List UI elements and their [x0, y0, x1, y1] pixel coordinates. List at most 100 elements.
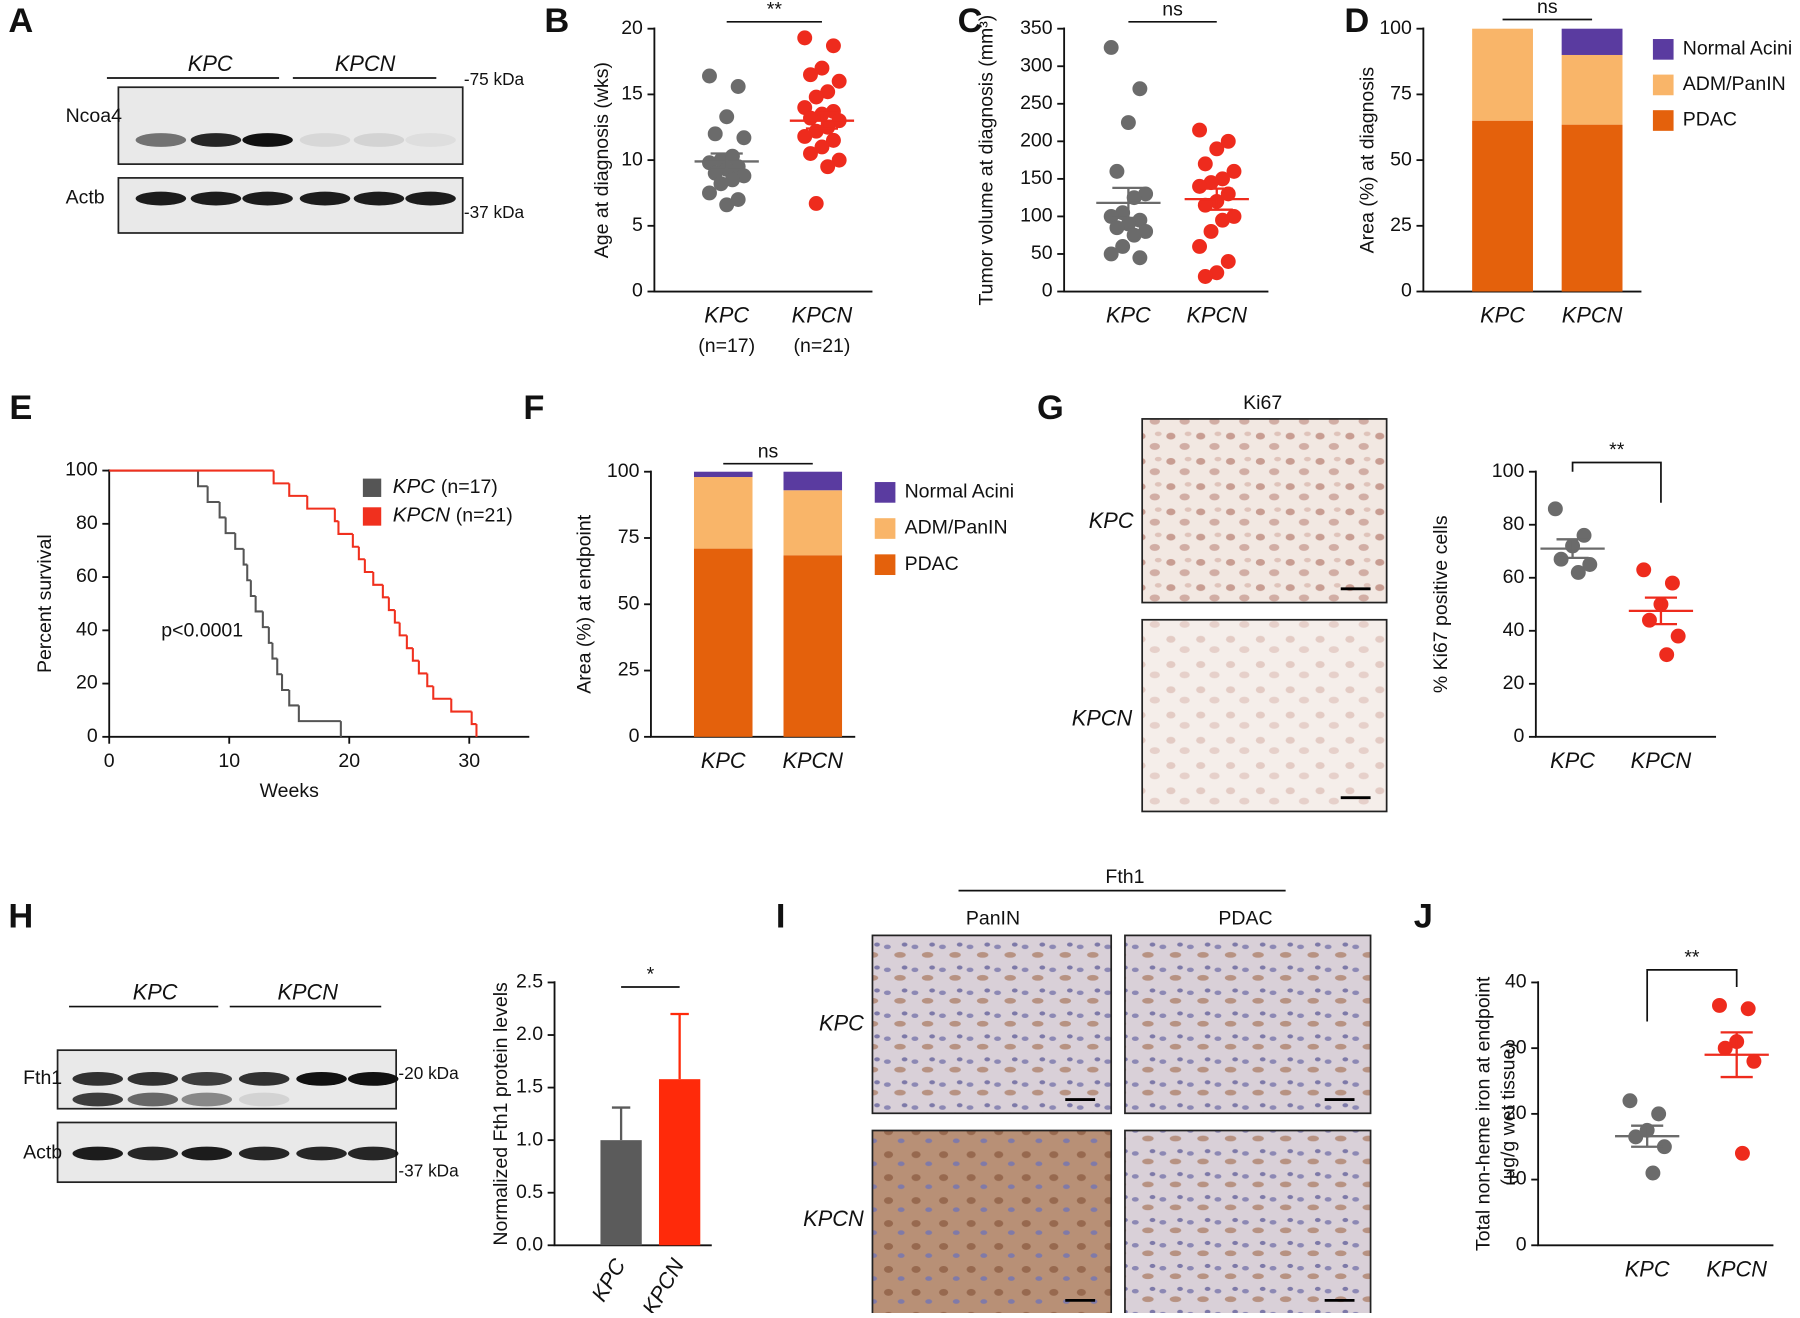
bar-segment: [693, 477, 753, 549]
survival-step: [432, 686, 452, 700]
blot-band: [72, 1092, 123, 1107]
x-tick-label: KPC: [1625, 1256, 1670, 1281]
data-point: [1132, 250, 1148, 266]
legend-swatch: [874, 482, 896, 503]
data-point: [1192, 122, 1208, 138]
data-point: [1209, 141, 1225, 157]
data-point: [1220, 186, 1236, 202]
y-tick-label: 0: [1514, 725, 1525, 747]
blot-membrane: [117, 86, 464, 165]
y-tick-label: 15: [621, 83, 643, 105]
data-point: [1120, 115, 1136, 131]
legend-label: ADM/PanIN: [1683, 73, 1786, 95]
error-bar: [611, 1106, 631, 1141]
blot-group-label: KPCN: [277, 980, 338, 1005]
y-tick-label: 150: [1020, 167, 1053, 189]
data-point: [1138, 186, 1154, 202]
error-bar: [710, 152, 743, 171]
data-point: [702, 185, 717, 201]
panel-letter: C: [958, 2, 983, 40]
bar: [658, 1079, 701, 1246]
data-point: [1636, 562, 1652, 578]
y-axis-label: Area (%) at endpoint: [574, 514, 596, 693]
y-tick-label: 40: [76, 618, 98, 640]
data-point: [797, 30, 813, 46]
legend-name: KPC: [393, 475, 437, 498]
data-point: [713, 176, 729, 192]
micrograph: [1124, 1129, 1372, 1316]
bar-segment: [1472, 28, 1533, 121]
error-bar: [1720, 1031, 1753, 1079]
y-tick-label: 350: [1020, 17, 1053, 39]
blot-band: [242, 191, 293, 206]
data-point: [1109, 220, 1125, 236]
blot-marker-label: -75 kDa: [464, 69, 525, 89]
survival-step: [337, 521, 353, 535]
survival-step: [426, 673, 434, 688]
blot-band: [135, 133, 187, 147]
y-tick-label: 0: [87, 725, 98, 747]
legend-swatch: [362, 507, 382, 526]
blot-membrane: [117, 177, 464, 234]
data-point: [808, 196, 824, 211]
y-axis-label: Age at diagnosis (wks): [591, 62, 613, 258]
row-label: KPCN: [1072, 705, 1133, 730]
survival-step: [276, 658, 283, 676]
data-point: [1203, 223, 1219, 239]
y-tick-label: 100: [65, 459, 98, 481]
blot-row-label: Ncoa4: [66, 105, 123, 127]
blot-band: [353, 191, 405, 206]
data-point: [1138, 223, 1154, 239]
y-tick-label: 2.5: [516, 971, 543, 993]
x-tick-label: KPC: [1106, 303, 1151, 328]
blot-band: [347, 1071, 399, 1086]
micrograph: [1141, 418, 1388, 604]
blot-band: [296, 1071, 347, 1086]
y-tick-label: 50: [618, 592, 640, 614]
blot-band: [347, 1146, 399, 1161]
y-tick-label: 60: [76, 565, 98, 587]
bar-segment: [1472, 120, 1533, 292]
data-point: [1547, 501, 1563, 517]
survival-step: [206, 486, 220, 504]
data-point: [1622, 1093, 1638, 1109]
bar: [600, 1140, 642, 1246]
blot-band: [238, 1071, 290, 1086]
data-point: [1740, 1001, 1756, 1017]
bar-segment: [693, 471, 753, 478]
blot-marker-label: -37 kDa: [464, 202, 525, 222]
x-tick-label: 10: [218, 750, 240, 772]
y-tick-label: 25: [1390, 214, 1412, 236]
row-label: KPCN: [803, 1206, 864, 1231]
x-axis-label: Weeks: [260, 780, 319, 802]
data-point: [820, 159, 836, 175]
blot-band: [238, 1092, 290, 1107]
micrograph: [871, 934, 1113, 1115]
survival-step: [288, 483, 308, 497]
bar-segment: [1561, 54, 1623, 125]
data-point: [831, 152, 847, 168]
survival-step: [357, 546, 365, 561]
survival-step: [398, 622, 407, 637]
legend-label: KPC (n=17): [393, 475, 498, 498]
blot-group-label: KPC: [188, 51, 233, 76]
data-point: [1664, 575, 1680, 591]
n-label: (n=21): [793, 335, 850, 357]
data-point: [730, 79, 746, 94]
legend-n: (n=17): [441, 476, 498, 498]
y-tick-label: 0: [629, 725, 640, 747]
y-tick-label: 20: [1505, 1102, 1527, 1124]
survival-step: [249, 580, 256, 598]
y-axis-label: (μg/g wet tissue): [1498, 1042, 1520, 1185]
legend-swatch: [1652, 39, 1674, 60]
survival-step: [281, 674, 290, 692]
y-tick-label: 40: [1503, 619, 1525, 641]
data-point: [1570, 565, 1586, 580]
data-point: [1734, 1145, 1750, 1161]
y-tick-label: 10: [1505, 1168, 1527, 1190]
y-tick-label: 0.0: [516, 1233, 543, 1255]
y-tick-label: 0: [1042, 280, 1053, 302]
panel-letter: D: [1344, 2, 1369, 40]
significance-label: **: [1684, 947, 1700, 969]
data-point: [1226, 163, 1242, 179]
